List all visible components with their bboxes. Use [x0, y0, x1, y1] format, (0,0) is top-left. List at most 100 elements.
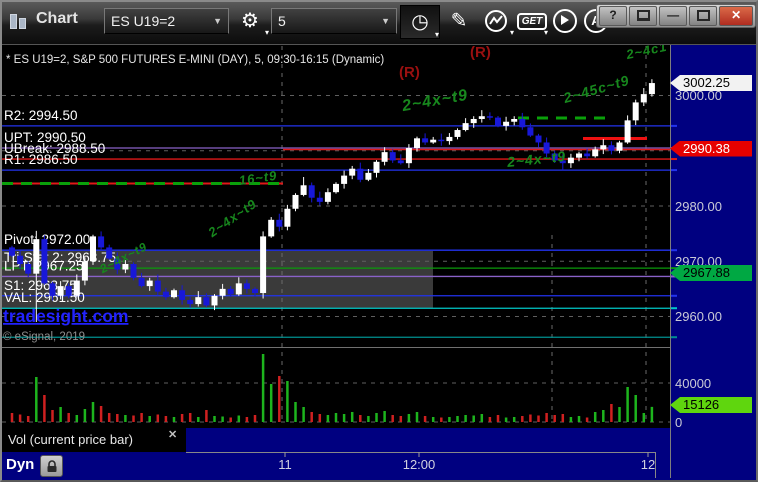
candle-body: [430, 139, 437, 143]
draw-button[interactable]: ✎: [442, 6, 476, 36]
volume-bar: [205, 410, 208, 422]
volume-bar: [610, 404, 613, 422]
candle-body: [324, 192, 331, 202]
volume-bar: [269, 384, 273, 422]
resistance-annotation: (R): [470, 44, 491, 61]
maximize-button[interactable]: [689, 6, 718, 26]
volume-bar: [286, 381, 289, 422]
candle-body: [195, 297, 202, 305]
line-chart-icon: [485, 10, 507, 32]
candle-body: [486, 116, 493, 118]
volume-bar: [642, 413, 646, 422]
candle-body: [632, 102, 639, 121]
minimize-button[interactable]: —: [659, 6, 688, 26]
candle-body: [211, 295, 218, 306]
volume-bar: [116, 414, 119, 422]
candle-body: [292, 194, 299, 209]
candle-body: [203, 297, 210, 306]
volume-bar: [245, 417, 249, 422]
volume-bar: [213, 416, 216, 422]
vol-strip-navy: [186, 428, 670, 452]
volume-bar: [448, 417, 451, 422]
pencil-icon: ✎: [450, 10, 468, 32]
candle-body: [308, 185, 315, 198]
volume-bar: [132, 415, 135, 422]
hand-scribble-annotation: 2~4x~t9: [506, 147, 567, 170]
close-button[interactable]: ✕: [719, 6, 754, 26]
candle-body: [154, 280, 161, 292]
candle-body: [333, 183, 339, 193]
candle-body: [276, 219, 283, 227]
volume-bar: [496, 415, 500, 422]
candle-body: [98, 236, 105, 248]
interval-value: 5: [278, 13, 286, 29]
volume-bar: [480, 414, 484, 422]
volume-bar: [221, 416, 224, 422]
candle-body: [511, 118, 518, 122]
symbol-dropdown[interactable]: ES U19=2 ▼: [104, 8, 229, 34]
candle-body: [49, 283, 56, 296]
candle-body: [438, 139, 445, 142]
symbol-value: ES U19=2: [111, 13, 176, 29]
candle-body: [495, 117, 501, 126]
bottom-time-bar[interactable]: [0, 452, 758, 480]
time-lock-button[interactable]: [40, 455, 63, 477]
get-data-button[interactable]: GET ▾: [516, 6, 548, 37]
volume-bar: [561, 414, 565, 422]
volume-bar: [472, 415, 475, 422]
candle-body: [252, 288, 258, 294]
chart-style-button[interactable]: ▾: [478, 6, 514, 37]
level-label: UBreak: 2988.50: [4, 141, 105, 156]
volume-bar: [59, 407, 62, 422]
candle-body: [357, 168, 364, 180]
interval-dropdown[interactable]: 5 ▼: [271, 8, 397, 34]
volume-bar: [253, 415, 257, 422]
volume-bar: [83, 409, 87, 422]
hand-scribble-annotation: 2~45c~t9: [561, 71, 632, 106]
candle-body: [260, 236, 267, 294]
volume-bar: [91, 402, 95, 422]
play-button[interactable]: [550, 6, 580, 36]
volume-bar: [43, 395, 46, 422]
volume-bar: [18, 414, 22, 422]
volume-bar: [529, 414, 532, 422]
candle-body: [349, 168, 356, 176]
volume-bar: [188, 413, 192, 422]
volume-bar: [512, 417, 516, 422]
candle-body: [81, 261, 88, 281]
candle-body: [405, 147, 412, 164]
chevron-down-icon: ▾: [434, 30, 439, 39]
price-tag: 2967.88: [670, 265, 752, 281]
candle-body: [470, 118, 477, 124]
candle-body: [114, 258, 121, 270]
volume-bar: [229, 417, 232, 422]
candle-body: [519, 118, 526, 128]
candle-body: [90, 236, 96, 262]
time-template-button[interactable]: ◷ ▾: [400, 5, 440, 39]
candle-body: [414, 138, 420, 148]
vol-indicator-close-icon[interactable]: ✕: [168, 429, 178, 441]
help-button[interactable]: ?: [599, 6, 628, 26]
volume-axis-label: 40000: [675, 375, 712, 391]
volume-bar: [180, 414, 184, 422]
gear-icon: ⚙: [241, 10, 259, 32]
time-axis-label: 12:00: [402, 457, 436, 472]
titlebar[interactable]: Chart ES U19=2 ▼ ⚙ ▾ 5 ▼ ◷ ▾ ✎ ▾: [2, 2, 756, 45]
candle-body: [600, 145, 607, 150]
settings-button[interactable]: ⚙ ▾: [231, 6, 269, 37]
volume-bar: [585, 417, 589, 422]
volume-bar: [634, 395, 637, 422]
volume-bar: [521, 416, 524, 422]
time-axis-label: 12: [640, 457, 656, 472]
chevron-down-icon: ▾: [264, 28, 269, 37]
candle-body: [535, 135, 542, 143]
volume-bar: [359, 415, 362, 422]
candle-body: [162, 291, 169, 298]
volume-bar: [318, 414, 322, 422]
candle-body: [300, 185, 307, 195]
popout-button[interactable]: [629, 6, 658, 26]
price-axis-label: 2980.00: [675, 198, 722, 214]
candle-body: [187, 299, 194, 305]
candle-body: [373, 161, 380, 173]
